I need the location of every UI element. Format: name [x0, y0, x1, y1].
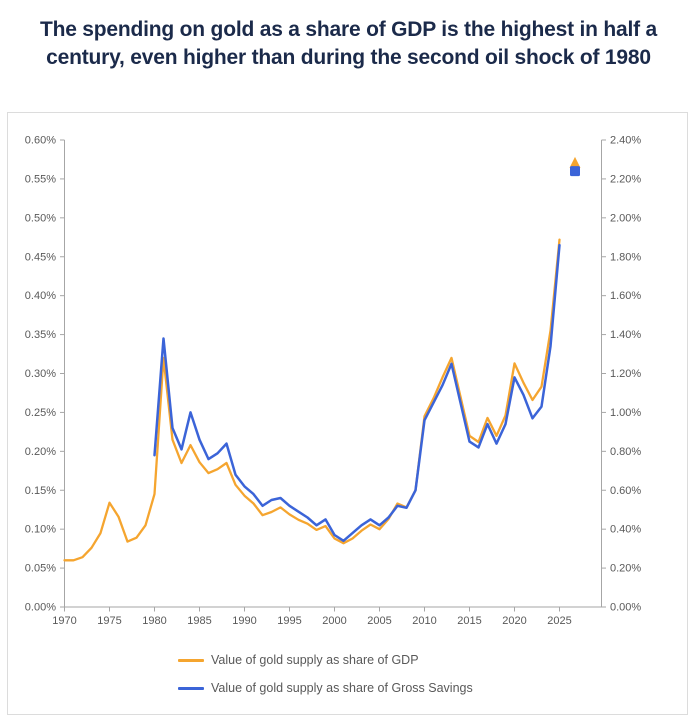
title-line-2: century, even higher than during the sec… [46, 46, 651, 69]
right-axis-tick-label: 2.40% [610, 135, 641, 147]
left-axis-tick-label: 0.05% [25, 563, 56, 575]
right-axis-tick-label: 2.20% [610, 173, 641, 185]
x-axis-tick-label: 1975 [97, 615, 121, 627]
x-axis-tick-label: 1995 [277, 615, 301, 627]
page-title: The spending on gold as a share of GDP i… [0, 16, 697, 72]
title-line-1: The spending on gold as a share of GDP i… [39, 18, 658, 41]
left-axis-tick-label: 0.30% [25, 368, 56, 380]
legend-item-gdp: Value of gold supply as share of GDP [178, 650, 473, 670]
legend-label-gross-savings: Value of gold supply as share of Gross S… [211, 681, 473, 695]
gdp-line [63, 238, 561, 562]
right-axis-tick-label: 0.80% [610, 446, 641, 458]
x-axis-tick-label: 1985 [187, 615, 211, 627]
gross-savings-line [153, 243, 561, 543]
x-axis-tick-label: 2000 [322, 615, 346, 627]
left-axis-tick-label: 0.20% [25, 446, 56, 458]
right-axis-tick-label: 0.60% [610, 485, 641, 497]
x-axis-tick-label: 1980 [142, 615, 166, 627]
legend-label-gdp: Value of gold supply as share of GDP [211, 653, 419, 667]
left-axis-tick-label: 0.45% [25, 251, 56, 263]
legend-swatch-gdp [178, 658, 204, 662]
x-axis-tick-label: 2010 [412, 615, 436, 627]
left-axis-tick-label: 0.00% [25, 602, 56, 614]
right-axis-tick-label: 0.40% [610, 524, 641, 536]
left-axis-tick-label: 0.25% [25, 407, 56, 419]
x-axis-tick-label: 2025 [547, 615, 571, 627]
right-axis-tick-label: 0.00% [610, 602, 641, 614]
x-axis-tick-label: 1970 [52, 615, 76, 627]
x-axis-tick-label: 2005 [367, 615, 391, 627]
left-axis-tick-label: 0.35% [25, 329, 56, 341]
axes [60, 139, 606, 612]
right-axis-tick-label: 1.60% [610, 290, 641, 302]
right-axis-tick-label: 1.40% [610, 329, 641, 341]
gdp-latest-point [569, 156, 581, 168]
right-axis-tick-label: 2.00% [610, 212, 641, 224]
left-axis-tick-label: 0.50% [25, 212, 56, 224]
left-axis-tick-label: 0.15% [25, 485, 56, 497]
gross-savings-latest-point [570, 166, 580, 177]
chart-legend: Value of gold supply as share of GDP Val… [178, 650, 473, 706]
right-axis-tick-label: 1.80% [610, 251, 641, 263]
right-axis-tick-label: 0.20% [610, 563, 641, 575]
x-axis-tick-label: 2020 [502, 615, 526, 627]
left-axis-tick-label: 0.55% [25, 173, 56, 185]
x-axis-tick-label: 1990 [232, 615, 256, 627]
left-axis-tick-label: 0.10% [25, 524, 56, 536]
x-axis-tick-label: 2015 [457, 615, 481, 627]
left-axis-tick-label: 0.60% [25, 135, 56, 147]
left-axis-tick-label: 0.40% [25, 290, 56, 302]
legend-swatch-gross-savings [178, 686, 204, 690]
right-axis-tick-label: 1.20% [610, 368, 641, 380]
right-axis-tick-label: 1.00% [610, 407, 641, 419]
legend-item-gross-savings: Value of gold supply as share of Gross S… [178, 678, 473, 698]
chart-panel [7, 112, 688, 715]
